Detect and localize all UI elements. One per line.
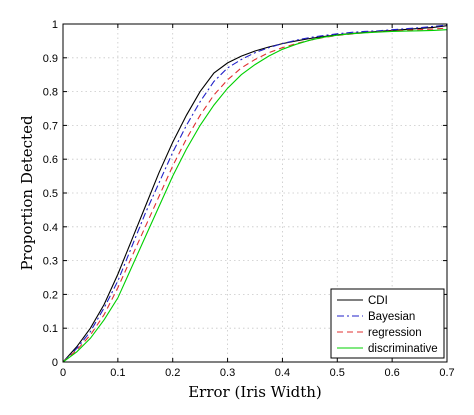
legend: CDI Bayesian regression discriminative — [330, 288, 445, 359]
y-tick-label: 0.5 — [43, 188, 58, 200]
y-tick-label: 0 — [52, 357, 58, 369]
series — [62, 24, 448, 363]
y-tick-label: 0.6 — [43, 154, 58, 166]
x-tick-label: 0.1 — [110, 367, 125, 379]
legend-box — [330, 288, 445, 359]
y-tick-label: 0.7 — [43, 120, 58, 132]
x-tick-label: 0.4 — [275, 367, 290, 379]
y-tick-label: 0.3 — [43, 256, 58, 268]
series-line-bayesian — [62, 24, 448, 363]
x-axis-title: Error (Iris Width) — [188, 383, 322, 401]
y-tick-label: 0.2 — [43, 289, 58, 301]
x-tick-label: 0.5 — [330, 367, 345, 379]
y-tick-label: 0.8 — [43, 87, 58, 99]
series-line-discriminative — [62, 29, 448, 363]
x-tick-label: 0.3 — [220, 367, 235, 379]
x-tick-label: 0 — [60, 367, 66, 379]
x-tick-label: 0.7 — [439, 367, 454, 379]
legend-label-discriminative: discriminative — [368, 343, 438, 355]
y-axis-title: Proportion Detected — [18, 115, 36, 270]
legend-label-regression: regression — [368, 327, 422, 339]
ticks: 0 0.1 0.2 0.3 0.4 0.5 0.6 0.7 0 0.1 0.2 0.3 0.4 0.5 0.… — [43, 19, 455, 379]
y-tick-label: 0.1 — [43, 323, 58, 335]
legend-label-cdi: CDI — [368, 295, 388, 307]
y-tick-label: 0.9 — [43, 53, 58, 65]
legend-label-bayesian: Bayesian — [368, 311, 415, 323]
x-tick-label: 0.6 — [384, 367, 399, 379]
y-tick-label: 0.4 — [43, 222, 58, 234]
y-tick-label: 1 — [52, 19, 58, 31]
plot-frame — [62, 23, 448, 363]
x-tick-label: 0.2 — [165, 367, 180, 379]
